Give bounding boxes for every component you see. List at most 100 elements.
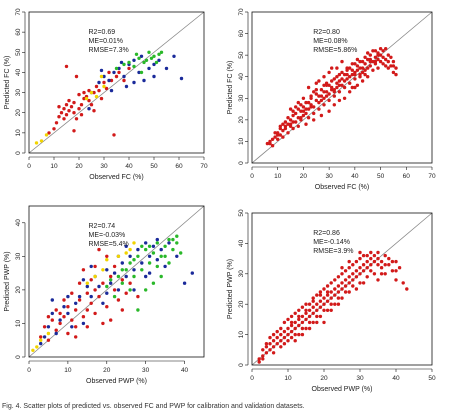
data-point-red <box>376 57 380 62</box>
data-point-yellow <box>132 241 136 245</box>
data-point-red <box>289 323 294 328</box>
data-point-red <box>289 320 294 325</box>
data-point-green <box>151 251 156 255</box>
data-point-red <box>327 92 331 96</box>
data-point-red <box>368 53 372 57</box>
data-point-red <box>340 296 344 300</box>
data-point-red <box>136 294 140 299</box>
data-point-red <box>368 64 372 68</box>
data-point-red <box>50 318 54 322</box>
data-point-red <box>89 278 93 282</box>
data-point-blue <box>124 244 128 248</box>
data-point-red <box>306 116 311 120</box>
data-point-red <box>289 314 294 319</box>
data-point-red <box>360 70 365 75</box>
data-point-red <box>329 308 333 312</box>
y-tick-label: 40 <box>238 73 245 81</box>
data-point-red <box>286 122 290 126</box>
data-point-green <box>137 56 141 60</box>
data-point-green <box>167 237 171 242</box>
scatter-panel-bottom-left: 0 10 20 30 40 0 10 20 30 40 Observed PWP (%) Predic… <box>4 205 205 385</box>
data-point-blue <box>74 301 78 305</box>
data-point-blue <box>144 274 148 279</box>
data-point-red <box>361 281 366 285</box>
data-point-red <box>371 68 375 72</box>
data-point-red <box>387 256 391 261</box>
data-point-red <box>46 338 51 342</box>
data-point-red <box>340 266 344 270</box>
data-point-red <box>306 100 311 105</box>
x-tick-label: 20 <box>75 163 83 170</box>
data-point-blue <box>157 58 161 62</box>
x-tick-label: 10 <box>284 375 292 382</box>
data-point-red <box>87 88 91 93</box>
data-point-blue <box>89 264 93 269</box>
data-point-red <box>315 314 319 319</box>
data-point-red <box>283 120 288 124</box>
data-point-red <box>378 53 383 57</box>
data-point-red <box>333 287 337 291</box>
data-point-red <box>340 59 344 64</box>
data-point-red <box>62 315 66 319</box>
data-point-red <box>124 291 128 295</box>
data-point-red <box>306 85 311 90</box>
data-point-red <box>97 88 101 93</box>
data-point-red <box>315 320 319 325</box>
data-point-yellow <box>101 268 105 272</box>
data-point-red <box>333 278 337 282</box>
data-point-red <box>318 293 323 297</box>
y-tick-label: 50 <box>238 51 245 59</box>
stats-annotation: ME=0.01% <box>89 38 123 45</box>
data-point-red <box>317 79 321 83</box>
data-point-red <box>373 59 378 64</box>
data-point-red <box>112 133 116 137</box>
plot-frame <box>28 11 205 154</box>
data-point-blue <box>152 74 156 79</box>
data-point-yellow <box>93 274 97 279</box>
data-point-red <box>315 302 319 306</box>
y-tick-label: 0 <box>15 151 22 155</box>
data-point-red <box>363 55 367 59</box>
data-point-red <box>343 269 348 273</box>
data-point-red <box>82 90 86 95</box>
data-point-red <box>104 86 109 91</box>
data-point-red <box>67 109 71 113</box>
y-tick-label: 0 <box>238 363 245 367</box>
data-point-green <box>152 54 156 58</box>
data-point-red <box>386 53 390 57</box>
x-tick-label: 10 <box>50 163 58 170</box>
data-point-red <box>94 84 99 89</box>
data-point-yellow <box>94 94 99 99</box>
plot-frame <box>251 11 433 164</box>
data-point-red <box>405 287 409 291</box>
data-point-red <box>312 111 316 116</box>
data-point-blue <box>142 78 146 83</box>
data-point-red <box>300 305 305 309</box>
data-point-red <box>112 288 117 292</box>
data-point-red <box>358 75 362 79</box>
data-point-red <box>384 64 388 68</box>
data-point-red <box>350 62 354 66</box>
data-point-red <box>360 66 365 70</box>
data-point-red <box>335 75 339 79</box>
data-point-red <box>301 113 306 118</box>
data-point-blue <box>147 66 151 71</box>
data-point-green <box>171 237 175 242</box>
data-point-red <box>54 328 58 332</box>
data-point-red <box>327 83 331 88</box>
data-point-red <box>336 296 341 300</box>
data-point-red <box>376 278 380 282</box>
data-point-red <box>293 332 297 337</box>
data-point-blue <box>109 281 113 285</box>
x-tick-label: 0 <box>27 367 31 374</box>
data-point-red <box>296 107 300 111</box>
data-point-green <box>175 241 179 245</box>
data-point-red <box>93 264 97 269</box>
data-point-red <box>307 302 312 306</box>
data-point-red <box>336 284 341 288</box>
data-point-red <box>127 66 131 71</box>
data-point-yellow <box>116 254 121 258</box>
data-point-red <box>322 302 326 306</box>
data-point-yellow <box>35 345 39 349</box>
figure-caption: Fig. 4. Scatter plots of predicted vs. o… <box>2 403 305 410</box>
